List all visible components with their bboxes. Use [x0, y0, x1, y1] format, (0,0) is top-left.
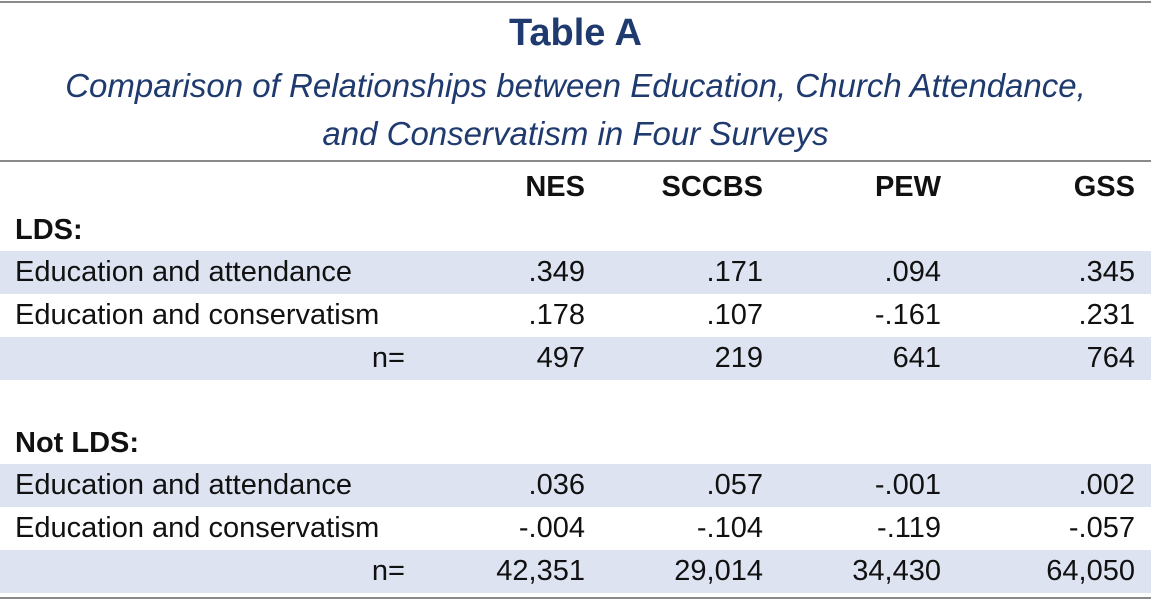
- table-row: Education and conservatism -.004 -.104 -…: [0, 507, 1151, 550]
- group-label-lds: LDS:: [15, 214, 83, 246]
- cell-value: 64,050: [957, 550, 1151, 593]
- group-label-not-lds: Not LDS:: [15, 427, 140, 459]
- column-header-row: NES SCCBS PEW GSS: [0, 165, 1151, 209]
- row-label: Education and attendance: [0, 251, 423, 294]
- cell-value: -.161: [874, 299, 941, 331]
- cell-value: .171: [601, 251, 779, 294]
- header-blank: [0, 165, 423, 209]
- header-rule: [0, 160, 1151, 162]
- table-row-n: n= 42,351 29,014 34,430 64,050: [0, 550, 1151, 593]
- cell-value: -.057: [1068, 512, 1135, 544]
- table-row-n: n= 497 219 641 764: [0, 337, 1151, 380]
- cell-value: .178: [528, 299, 585, 331]
- cell-value: .345: [957, 251, 1151, 294]
- row-label: Education and conservatism: [15, 299, 380, 331]
- cell-value: -.004: [518, 512, 585, 544]
- row-label: Education and conservatism: [15, 512, 380, 544]
- cell-value: 641: [779, 337, 957, 380]
- table-row: Education and conservatism .178 .107 -.1…: [0, 294, 1151, 337]
- group-row-not-lds: Not LDS:: [0, 422, 1151, 464]
- column-header-gss: GSS: [1073, 170, 1135, 203]
- cell-value: -.119: [877, 512, 941, 544]
- cell-value: .057: [601, 464, 779, 507]
- cell-value: 34,430: [779, 550, 957, 593]
- cell-value: .349: [423, 251, 601, 294]
- table-row: Education and attendance .036 .057 -.001…: [0, 464, 1151, 507]
- cell-value: -.001: [779, 464, 957, 507]
- subtitle-line-1: Comparison of Relationships between Educ…: [65, 67, 1086, 104]
- cell-value: -.104: [696, 512, 763, 544]
- cell-value: .002: [957, 464, 1151, 507]
- group-row-lds: LDS:: [0, 209, 1151, 251]
- cell-value: 497: [423, 337, 601, 380]
- spacer-row: [0, 380, 1151, 422]
- table-row: Education and attendance .349 .171 .094 …: [0, 251, 1151, 294]
- correlation-table: NES SCCBS PEW GSS LDS: Education and att…: [0, 165, 1151, 593]
- table-title: Table A: [508, 12, 643, 54]
- row-label-n: n=: [0, 337, 423, 380]
- cell-value: 219: [601, 337, 779, 380]
- column-header-nes: NES: [525, 170, 585, 203]
- cell-value: .231: [1078, 299, 1135, 331]
- column-header-pew: PEW: [874, 170, 941, 203]
- top-rule: [0, 1, 1151, 3]
- cell-value: 764: [957, 337, 1151, 380]
- row-label: Education and attendance: [0, 464, 423, 507]
- subtitle-line-2: and Conservatism in Four Surveys: [322, 115, 829, 152]
- cell-value: 29,014: [601, 550, 779, 593]
- column-header-sccbs: SCCBS: [661, 170, 763, 203]
- row-label-n: n=: [0, 550, 423, 593]
- bottom-rule: [0, 597, 1151, 599]
- cell-value: 42,351: [423, 550, 601, 593]
- cell-value: .094: [779, 251, 957, 294]
- table-subtitle: Comparison of Relationships between Educ…: [0, 62, 1151, 158]
- cell-value: .036: [423, 464, 601, 507]
- cell-value: .107: [706, 299, 763, 331]
